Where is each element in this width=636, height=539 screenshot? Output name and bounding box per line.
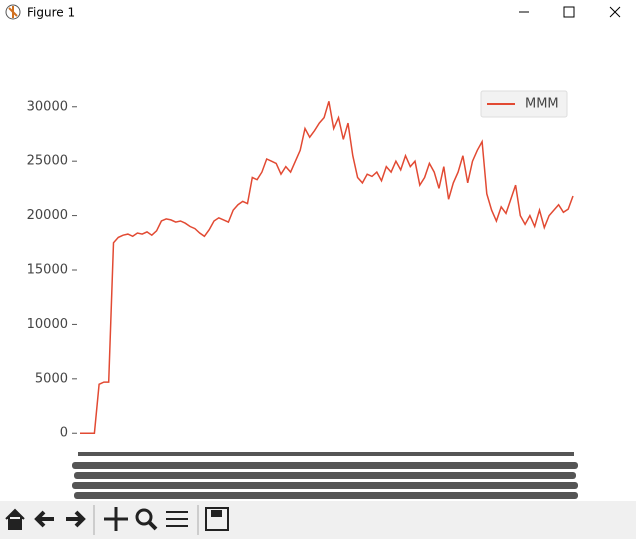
tick-smear (72, 462, 578, 469)
y-tick-label: 15000 (27, 263, 68, 278)
y-tick-label: 0 (60, 426, 68, 441)
legend-box (480, 90, 568, 118)
tick-smear (78, 452, 574, 456)
legend-label: MMM (525, 97, 559, 112)
y-tick-label: 10000 (27, 317, 68, 332)
y-tick-label: 25000 (27, 154, 68, 169)
y-tick-label: 30000 (27, 99, 68, 114)
zoom-button[interactable] (135, 508, 153, 526)
maximize-button[interactable] (563, 6, 575, 18)
save-button[interactable] (205, 507, 229, 531)
chart: 0 5000 10000 15000 20000 25000 30000 MMM (27, 90, 578, 499)
zoom-handle (147, 520, 158, 531)
title-bar: Figure 1 (0, 0, 636, 26)
toolbar (0, 501, 636, 539)
window-title: Figure 1 (27, 6, 75, 20)
tick-smear (74, 492, 578, 499)
line (80, 101, 574, 434)
tick-smear (74, 472, 576, 479)
pan-button[interactable] (104, 507, 128, 531)
x-tick-labels-smear (72, 452, 578, 499)
forward-button[interactable] (66, 510, 86, 528)
configure-button[interactable] (166, 511, 188, 527)
y-tick-label: 5000 (35, 371, 68, 386)
home-button[interactable] (5, 508, 25, 530)
tick-smear (72, 482, 578, 489)
save-icon (211, 510, 222, 517)
back-button[interactable] (34, 510, 54, 528)
y-tick-label: 20000 (27, 208, 68, 223)
app-icon-mark (8, 6, 18, 18)
close-button[interactable] (609, 6, 621, 18)
